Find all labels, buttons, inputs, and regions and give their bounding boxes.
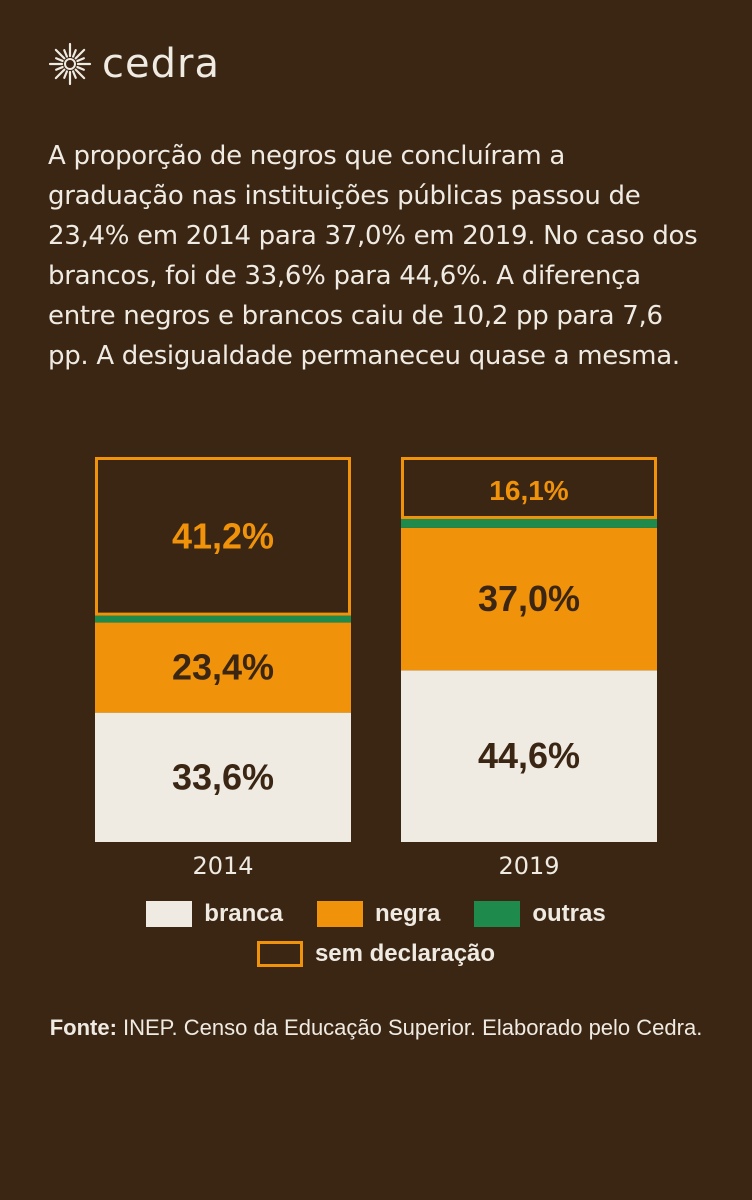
brand-name: cedra (102, 41, 220, 87)
legend-item-negra: negra (316, 900, 441, 928)
data-label-branca-2014: 33,6% (172, 756, 274, 797)
data-label-sem-declaracao-2019: 16,1% (489, 475, 568, 506)
intro-paragraph: A proporção de negros que concluíram a g… (48, 141, 698, 371)
source-prefix: Fonte: (49, 1015, 117, 1040)
chart-legend: branca negra outras sem declaração (0, 900, 752, 980)
sun-ray (55, 65, 64, 71)
bar-sem-declaracao-2019 (401, 457, 657, 519)
sun-ray (74, 48, 86, 60)
source-text: INEP. Censo da Educação Superior. Elabor… (116, 1015, 703, 1040)
bar-outras-2019 (401, 518, 657, 528)
sun-ray (76, 57, 85, 63)
sun-ray (54, 68, 66, 80)
brand-logo: cedra (48, 42, 220, 86)
legend-item-outras: outras (474, 900, 606, 928)
legend-label-sem-declaracao: sem declaração (314, 940, 496, 967)
sun-ray (63, 70, 69, 79)
legend-row-1: branca negra outras (0, 900, 752, 928)
data-label-sem-declaracao-2014: 41,2% (172, 515, 274, 556)
sun-ray (54, 48, 66, 60)
sun-ray (63, 49, 69, 58)
legend-label-outras: outras (532, 900, 606, 927)
legend-swatch-branca (146, 901, 193, 927)
x-tick-label-2019: 2019 (498, 852, 559, 880)
source-note: Fonte: INEP. Censo da Educação Superior.… (40, 1014, 712, 1042)
x-tick-label-2014: 2014 (192, 852, 253, 880)
legend-item-sem-declaracao: sem declaração (256, 940, 496, 968)
legend-swatch-outras (474, 901, 521, 927)
sun-ray (71, 49, 77, 58)
sun-ray (71, 70, 77, 79)
bar-negra-2014 (95, 622, 351, 713)
bar-outras-2014 (95, 615, 351, 623)
sun-burst-icon (48, 42, 92, 86)
bar-negra-2019 (401, 527, 657, 671)
data-label-negra-2019: 37,0% (478, 578, 580, 619)
data-label-negra-2014: 23,4% (172, 647, 274, 688)
legend-label-branca: branca (204, 900, 283, 927)
legend-row-2: sem declaração (0, 940, 752, 968)
stacked-bar-chart: 33,6% 23,4% 41,2% 2014 44,6% 37,0% 16,1% 2019 (95, 457, 657, 880)
legend-label-negra: negra (374, 900, 441, 927)
sun-ray (55, 57, 64, 63)
data-label-branca-2019: 44,6% (478, 735, 580, 776)
legend-item-branca: branca (146, 900, 283, 928)
legend-swatch-sem-declaracao (256, 941, 303, 967)
bar-sem-declaracao-2014 (95, 457, 351, 616)
legend-swatch-negra (316, 901, 363, 927)
bar-branca-2019 (401, 670, 657, 842)
sun-ray (74, 68, 86, 80)
sun-ray (76, 65, 85, 71)
bar-branca-2014 (95, 712, 351, 842)
